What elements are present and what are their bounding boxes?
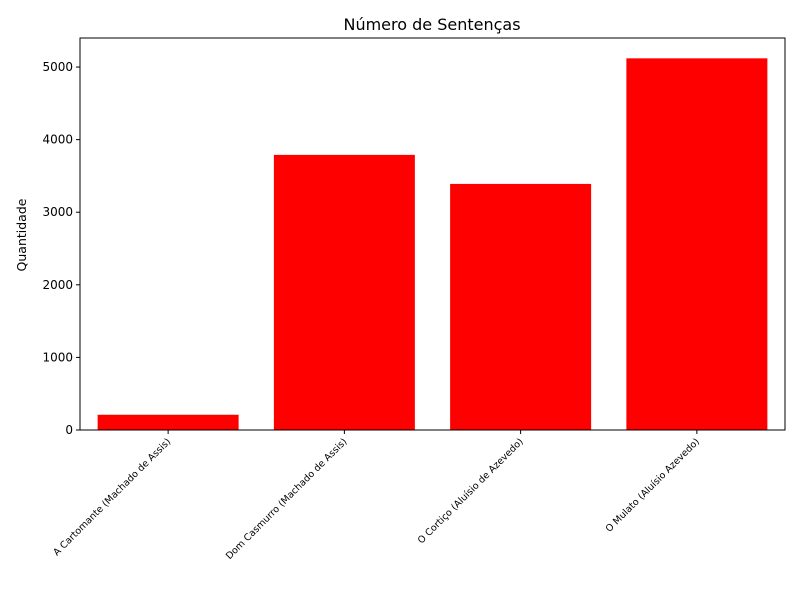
y-tick-label-3: 3000 <box>42 205 73 219</box>
y-tick-label-1: 1000 <box>42 350 73 364</box>
y-tick-label-5: 5000 <box>42 60 73 74</box>
bar-0 <box>97 414 239 430</box>
x-tick-label-0: A Cartomante (Machado de Assis) <box>51 436 173 558</box>
bar-1 <box>273 154 415 430</box>
bars-group <box>97 58 768 430</box>
chart-title: Número de Sentenças <box>343 15 520 34</box>
y-tick-label-4: 4000 <box>42 133 73 147</box>
y-axis: 0 1000 2000 3000 4000 5000 <box>42 60 80 437</box>
y-tick-label-2: 2000 <box>42 278 73 292</box>
x-axis: A Cartomante (Machado de Assis) Dom Casmu… <box>51 430 702 562</box>
y-axis-label: Quantidade <box>14 198 29 271</box>
x-tick-label-3: O Mulato (Aluísio Azevedo) <box>604 436 702 534</box>
y-tick-label-0: 0 <box>65 423 73 437</box>
x-tick-label-1: Dom Casmurro (Machado de Assis) <box>224 436 350 562</box>
bar-3 <box>626 58 768 430</box>
x-tick-label-2: O Cortiço (Aluísio de Azevedo) <box>416 436 526 546</box>
bar-2 <box>450 183 592 430</box>
plot-frame <box>79 37 786 431</box>
